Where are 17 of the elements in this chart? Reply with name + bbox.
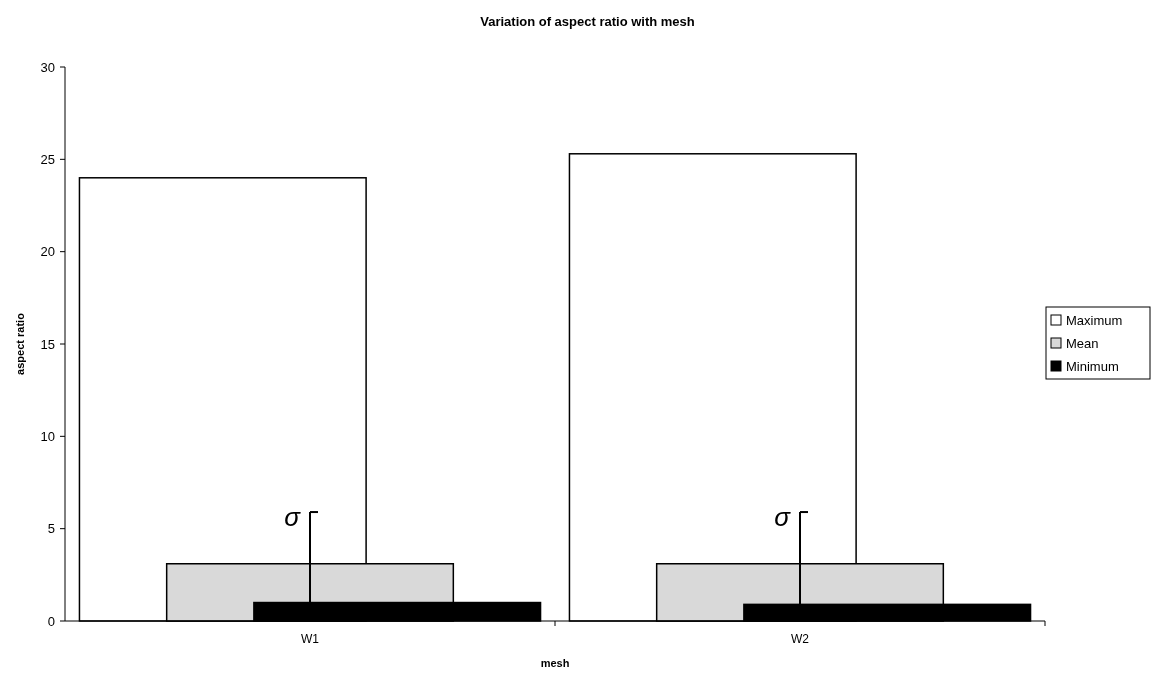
y-tick-label: 15 — [40, 336, 55, 352]
y-tick-label: 25 — [40, 151, 55, 167]
legend-label: Mean — [1066, 335, 1099, 351]
annotation: σ — [774, 501, 792, 532]
x-tick-label: W1 — [301, 632, 320, 646]
y-tick-label: 20 — [40, 244, 55, 260]
y-tick-label: 5 — [47, 521, 55, 537]
x-axis-title: mesh — [540, 657, 570, 669]
y-tick-label: 0 — [47, 613, 55, 629]
legend-label: Maximum — [1066, 312, 1123, 328]
y-axis-title: aspect ratio — [14, 312, 26, 375]
y-tick-label: 10 — [40, 428, 55, 444]
y-tick-label: 30 — [40, 59, 55, 75]
x-tick-label: W2 — [791, 632, 810, 646]
legend-label: Minimum — [1066, 358, 1119, 374]
annotation: σ — [284, 501, 302, 532]
chart-title: Variation of aspect ratio with mesh — [480, 14, 695, 29]
